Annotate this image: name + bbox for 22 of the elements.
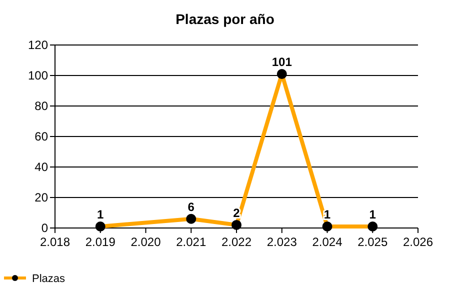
y-tick-label: 80 <box>34 99 48 114</box>
y-tick-label: 100 <box>28 68 48 83</box>
x-tick-label: 2.019 <box>85 235 116 249</box>
data-label: 101 <box>272 54 292 69</box>
data-label: 1 <box>97 207 104 222</box>
legend-label: Plazas <box>32 272 66 285</box>
x-tick-label: 2.021 <box>176 235 206 249</box>
x-tick-label: 2.024 <box>312 235 343 249</box>
data-label: 6 <box>188 200 195 214</box>
x-tick-label: 2.026 <box>402 235 434 249</box>
x-tick-label: 2.022 <box>221 235 252 249</box>
x-tick-label: 2.020 <box>130 235 162 249</box>
x-tick-label: 2.025 <box>358 235 388 249</box>
y-tick-label: 120 <box>28 38 48 52</box>
x-tick-label: 2.018 <box>40 235 70 249</box>
y-tick-label: 20 <box>34 190 48 205</box>
data-label: 1 <box>369 207 376 222</box>
x-tick-label: 2.023 <box>266 235 298 249</box>
y-tick-label: 40 <box>34 160 48 174</box>
chart-title: Plazas por año <box>176 11 274 27</box>
y-tick-label: 0 <box>41 221 48 236</box>
y-tick-label: 60 <box>34 130 48 144</box>
